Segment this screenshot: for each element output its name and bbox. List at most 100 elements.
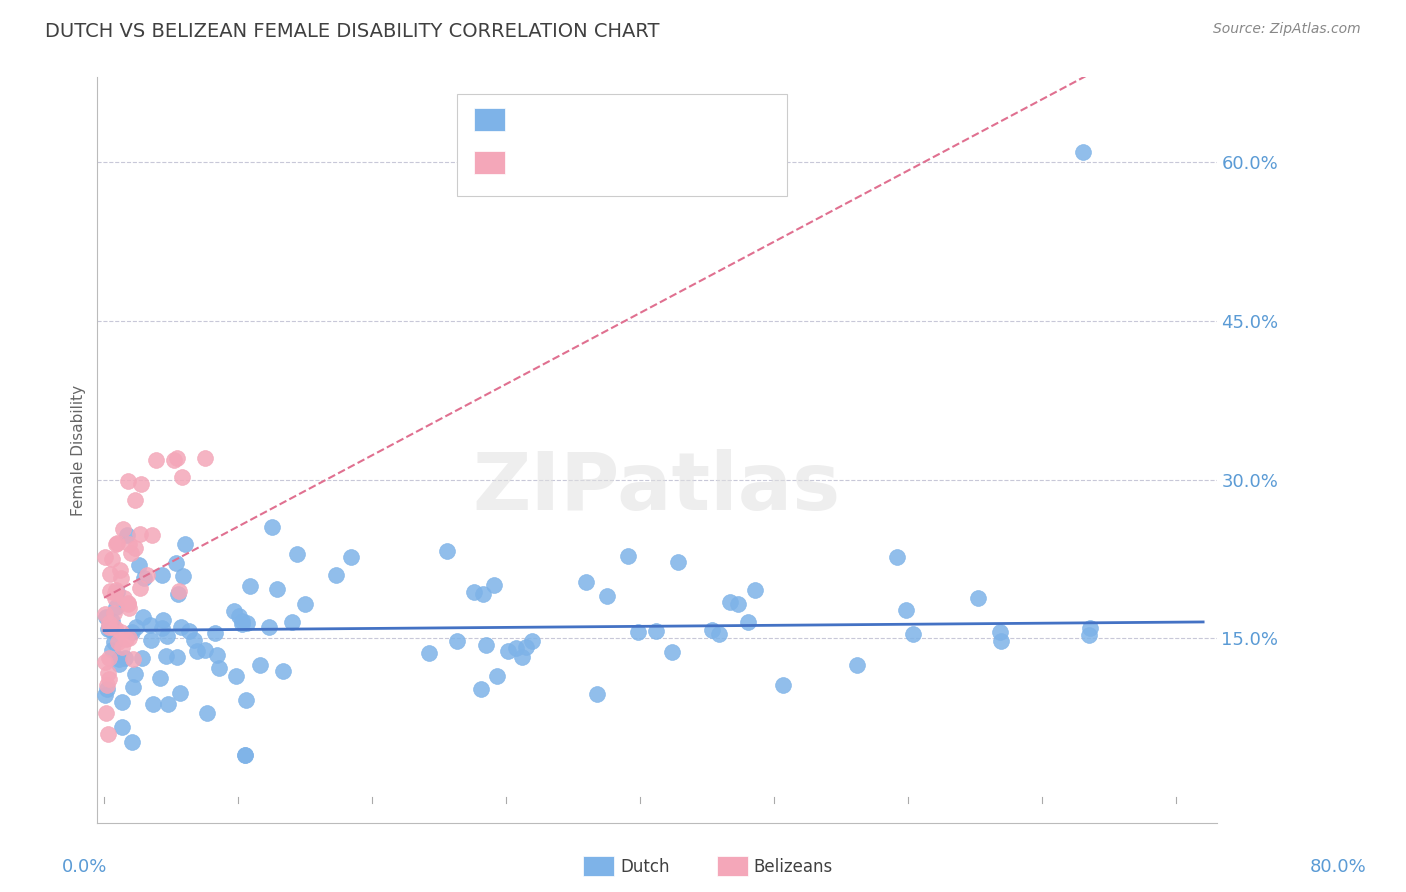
Point <box>700 624 723 638</box>
Point <box>111 720 134 734</box>
Point <box>108 657 131 671</box>
Point <box>96 726 118 740</box>
Point <box>97 615 120 630</box>
Point <box>97 623 120 637</box>
Point <box>325 567 347 582</box>
Point <box>94 655 117 669</box>
Point <box>105 536 128 550</box>
Point <box>120 546 142 560</box>
Text: 50: 50 <box>651 153 676 170</box>
Point <box>117 537 139 551</box>
Point <box>114 650 136 665</box>
Point <box>225 669 247 683</box>
Point <box>121 735 143 749</box>
Point <box>463 585 485 599</box>
Point <box>111 522 134 536</box>
Point <box>107 635 129 649</box>
Point <box>186 643 208 657</box>
Point <box>117 528 139 542</box>
Point <box>166 649 188 664</box>
Text: DUTCH VS BELIZEAN FEMALE DISABILITY CORRELATION CHART: DUTCH VS BELIZEAN FEMALE DISABILITY CORR… <box>45 22 659 41</box>
Point <box>96 678 118 692</box>
Point <box>150 567 173 582</box>
Point <box>236 615 259 630</box>
Point <box>96 682 118 697</box>
Point <box>110 571 132 585</box>
Point <box>104 591 127 605</box>
Point <box>124 666 146 681</box>
Point <box>520 633 543 648</box>
Point <box>627 624 650 639</box>
Point <box>183 632 205 647</box>
Point <box>436 544 458 558</box>
Point <box>129 477 152 491</box>
Point <box>117 595 139 609</box>
Point <box>205 648 228 663</box>
Point <box>896 603 918 617</box>
Point <box>903 626 925 640</box>
Point <box>103 635 125 649</box>
Point <box>98 567 121 582</box>
Point <box>235 693 257 707</box>
Point <box>136 568 159 582</box>
Point <box>131 651 153 665</box>
Point <box>177 624 200 638</box>
Point <box>139 618 162 632</box>
Point <box>170 620 193 634</box>
Text: R =: R = <box>513 110 553 128</box>
Text: 0.178: 0.178 <box>553 153 610 170</box>
Point <box>132 610 155 624</box>
Point <box>94 706 117 720</box>
Point <box>100 584 122 599</box>
Point <box>222 604 245 618</box>
Point <box>204 626 226 640</box>
Point <box>100 643 122 657</box>
Point <box>93 550 115 565</box>
Point <box>661 645 683 659</box>
Point <box>195 706 218 720</box>
Point <box>208 661 231 675</box>
Point <box>262 519 284 533</box>
Text: Dutch: Dutch <box>620 858 669 876</box>
Point <box>510 650 533 665</box>
Point <box>98 673 121 687</box>
Point <box>163 453 186 467</box>
Text: N =: N = <box>612 110 651 128</box>
Point <box>231 617 253 632</box>
Point <box>727 597 749 611</box>
Point <box>271 664 294 678</box>
Point <box>141 528 163 542</box>
Point <box>121 680 143 694</box>
Point <box>194 451 217 466</box>
Point <box>720 595 742 609</box>
Point <box>155 648 177 663</box>
Point <box>103 607 125 621</box>
Point <box>173 536 195 550</box>
Point <box>111 695 134 709</box>
Text: 109: 109 <box>651 110 689 128</box>
Point <box>967 591 990 606</box>
Point <box>111 640 134 655</box>
Point <box>1071 145 1094 159</box>
Point <box>280 615 302 629</box>
Point <box>486 669 509 683</box>
Point <box>575 575 598 590</box>
Point <box>110 625 132 640</box>
Point <box>228 608 250 623</box>
Point <box>128 526 150 541</box>
Point <box>172 569 194 583</box>
Point <box>139 632 162 647</box>
Point <box>145 452 167 467</box>
Point <box>101 614 124 628</box>
Point <box>474 638 496 652</box>
Point <box>505 640 527 655</box>
Point <box>617 549 640 563</box>
Point <box>482 578 505 592</box>
Point <box>114 591 136 605</box>
Point <box>93 607 115 621</box>
Point <box>148 671 170 685</box>
Point <box>121 624 143 639</box>
Point <box>165 556 187 570</box>
Point <box>124 541 146 556</box>
Point <box>128 558 150 572</box>
